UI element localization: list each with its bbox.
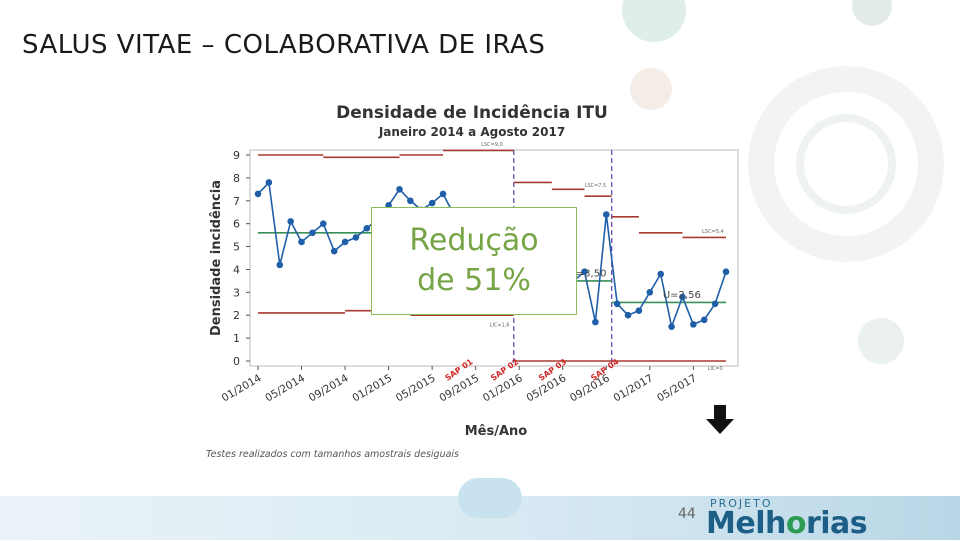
x-tick-label: 05/2014: [263, 372, 307, 404]
data-point: [700, 316, 708, 324]
down-arrow-icon: [706, 405, 734, 434]
y-tick-label: 8: [233, 172, 240, 185]
data-point: [265, 179, 273, 186]
data-point: [679, 293, 686, 301]
center-line-label: =3,50: [576, 268, 607, 279]
data-point: [396, 186, 403, 193]
x-axis-label: Mês/Ano: [465, 424, 528, 439]
decorative-ring-inner: [796, 114, 896, 214]
center-line-label: U=2,56: [663, 290, 701, 301]
x-tick-label: 01/2016: [481, 372, 525, 404]
data-point: [657, 270, 664, 278]
decorative-circle: [622, 0, 686, 42]
data-point: [646, 289, 654, 296]
y-tick-label: 6: [233, 218, 240, 231]
y-tick-label: 0: [233, 355, 240, 368]
data-point: [668, 323, 675, 330]
data-point: [428, 199, 436, 207]
data-point: [298, 238, 305, 246]
reduction-callout: Redução de 51%: [371, 207, 577, 315]
data-point: [581, 268, 588, 276]
y-tick-label: 5: [233, 241, 240, 254]
data-point: [309, 229, 316, 237]
data-point: [592, 318, 599, 326]
callout-line-2: de 51%: [417, 263, 531, 298]
data-point: [320, 220, 327, 227]
limit-label: LSC=9,0: [481, 142, 503, 148]
data-point: [341, 238, 349, 246]
x-tick-label: 01/2015: [350, 372, 394, 404]
projeto-melhorias-logo: PROJETO Melhorias: [706, 497, 868, 541]
data-point: [254, 190, 262, 198]
limit-label: LIC=0: [708, 366, 723, 372]
limit-label: LIC=1,6: [490, 323, 510, 329]
decorative-circle: [630, 68, 672, 110]
data-point: [711, 300, 719, 308]
y-tick-label: 3: [233, 286, 240, 299]
y-tick-label: 2: [233, 309, 240, 322]
logo-main-text: Melhorias: [706, 506, 868, 541]
x-tick-label: 09/2014: [307, 372, 351, 404]
data-point: [363, 224, 371, 232]
y-axis-label: Densidade incidência: [209, 180, 224, 336]
data-point: [330, 247, 338, 255]
y-tick-label: 4: [233, 263, 240, 276]
x-tick-label: 05/2015: [394, 372, 438, 404]
data-point: [352, 234, 360, 241]
data-point: [276, 261, 284, 269]
decorative-circle: [858, 318, 904, 364]
chart-subtitle: Janeiro 2014 a Agosto 2017: [378, 125, 565, 139]
data-point: [613, 300, 621, 308]
chart-title: Densidade de Incidência ITU: [336, 103, 608, 123]
logo-text-part: Melh: [706, 506, 786, 541]
limit-label: LSC=7,5: [585, 183, 607, 189]
chart-footnote: Testes realizados com tamanhos amostrais…: [206, 449, 459, 460]
x-tick-label: 01/2017: [612, 372, 656, 404]
data-point: [439, 190, 447, 198]
logo-small-text: PROJETO: [710, 497, 773, 510]
data-point: [635, 307, 643, 314]
logo-text-o: o: [785, 506, 807, 541]
footer-badge: [458, 478, 522, 518]
data-point: [722, 268, 730, 276]
y-tick-label: 9: [233, 149, 240, 162]
data-point: [602, 211, 610, 218]
decorative-circle: [852, 0, 892, 26]
slide-title: SALUS VITAE – COLABORATIVA DE IRAS: [22, 30, 546, 60]
y-tick-label: 7: [233, 195, 240, 208]
logo-text-part: rias: [805, 506, 868, 541]
x-tick-label: 05/2017: [655, 372, 699, 404]
data-point: [624, 311, 632, 319]
data-point: [287, 218, 294, 225]
limit-label: LSC=5,4: [702, 229, 724, 235]
data-point: [407, 197, 414, 205]
data-point: [690, 321, 697, 328]
x-tick-label: 01/2014: [220, 372, 264, 404]
y-tick-label: 1: [233, 332, 240, 345]
callout-line-1: Redução: [409, 223, 539, 258]
page-number: 44: [678, 506, 696, 522]
